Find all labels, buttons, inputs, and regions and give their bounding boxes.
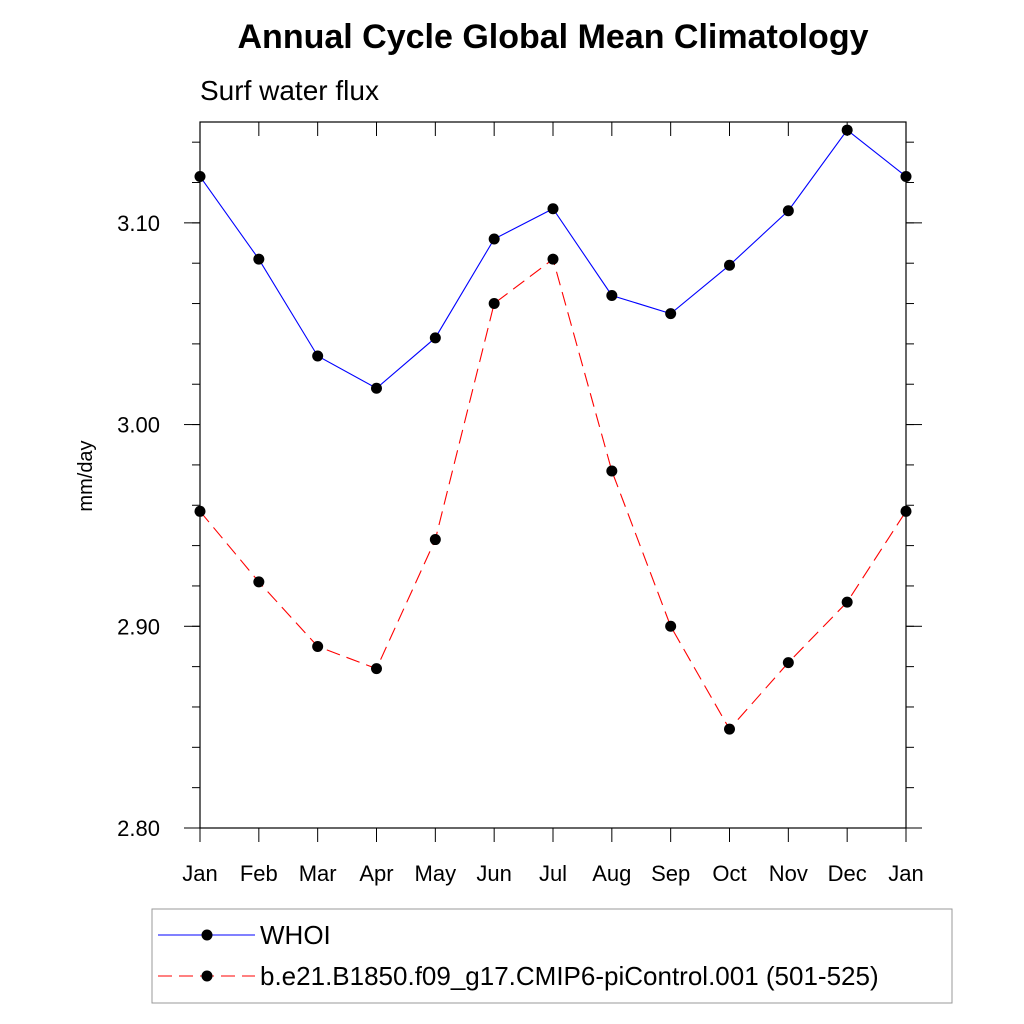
- x-tick-label: Oct: [712, 861, 746, 886]
- legend-box: [151, 908, 953, 1004]
- y-tick-label: 2.90: [117, 614, 160, 639]
- legend-label-0: WHOI: [260, 920, 331, 950]
- data-point: [665, 620, 677, 632]
- data-point: [606, 465, 618, 477]
- data-point: [194, 505, 206, 517]
- chart-title: Annual Cycle Global Mean Climatology: [238, 18, 869, 56]
- y-tick-label: 2.80: [117, 816, 160, 841]
- data-point: [312, 640, 324, 652]
- data-point: [371, 382, 382, 394]
- plot-area: Jan Feb Mar Apr May Jun Jul Aug Sep Oct Nov Dec Jan 2…: [117, 121, 924, 886]
- legend-marker-0: [201, 929, 213, 941]
- data-point: [488, 298, 500, 310]
- data-point: [429, 332, 441, 344]
- x-tick-label: Jun: [476, 861, 511, 886]
- data-point: [782, 657, 794, 669]
- data-point: [606, 289, 618, 301]
- y-axis-label: mm/day: [75, 440, 97, 511]
- chart-subtitle: Surf water flux: [200, 75, 379, 106]
- legend-marker-1: [201, 970, 213, 982]
- data-point: [194, 170, 206, 182]
- data-point: [782, 205, 794, 217]
- data-point: [900, 170, 912, 182]
- x-tick-label: Jan: [182, 861, 217, 886]
- data-point: [547, 203, 559, 215]
- data-point: [841, 124, 853, 136]
- data-point: [488, 233, 500, 245]
- data-point: [429, 534, 441, 546]
- x-tick-label: Feb: [240, 861, 278, 886]
- x-tick-label: Jul: [539, 861, 567, 886]
- legend: WHOI b.e21.B1850.f09_g17.CMIP6-piControl.…: [151, 908, 953, 1004]
- data-point: [312, 350, 324, 362]
- x-tick-label: Sep: [651, 861, 690, 886]
- x-tick-label: Nov: [769, 861, 808, 886]
- data-point: [900, 505, 912, 517]
- series-line-1: [199, 258, 907, 731]
- x-tick-label: Aug: [592, 861, 631, 886]
- data-point: [253, 576, 265, 588]
- data-point: [841, 596, 853, 608]
- data-point: [547, 253, 559, 265]
- x-tick-label: Jan: [888, 861, 923, 886]
- data-point: [665, 308, 677, 320]
- x-tick-label: Dec: [828, 861, 867, 886]
- y-tick-label: 3.10: [117, 211, 160, 236]
- data-point: [371, 663, 382, 675]
- legend-label-1: b.e21.B1850.f09_g17.CMIP6-piControl.001 …: [260, 961, 879, 991]
- data-point: [724, 723, 735, 735]
- plot-frame: [199, 121, 907, 829]
- x-tick-label: Mar: [299, 861, 337, 886]
- data-point: [724, 259, 735, 271]
- data-point: [253, 253, 265, 265]
- x-tick-label: May: [415, 861, 457, 886]
- x-tick-label: Apr: [359, 861, 393, 886]
- y-tick-label: 3.00: [117, 413, 160, 438]
